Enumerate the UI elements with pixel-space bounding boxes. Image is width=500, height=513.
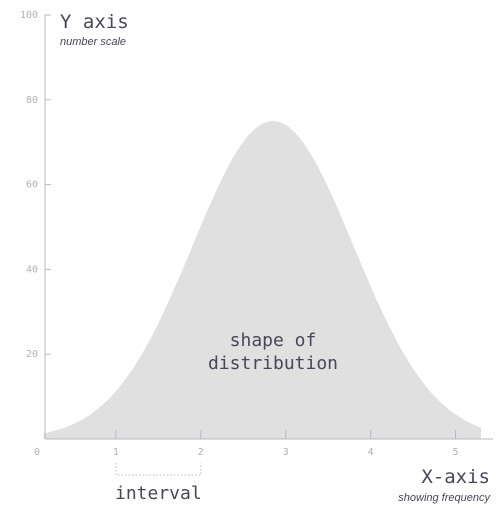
y-tick-label: 100 — [20, 10, 38, 21]
distribution-area — [43, 121, 481, 439]
y-axis-title: Y axis — [60, 11, 129, 33]
interval-label: interval — [115, 483, 202, 504]
annotation-line-1: shape of — [230, 330, 317, 351]
x-axis-title: X-axis — [421, 466, 490, 488]
interval-bracket — [115, 463, 202, 476]
x-tick-label: 1 — [113, 447, 119, 458]
y-tick-label: 80 — [26, 95, 38, 106]
x-axis-subtitle: showing frequency — [398, 492, 491, 504]
x-tick-label: 2 — [198, 447, 204, 458]
x-tick-label: 3 — [283, 447, 289, 458]
x-tick-label: 0 — [34, 447, 40, 458]
y-tick-label: 60 — [26, 180, 38, 191]
y-tick-label: 20 — [26, 349, 38, 360]
x-tick-label: 5 — [453, 447, 459, 458]
x-axis-ticks: 0 1 2 3 4 5 — [34, 430, 459, 458]
annotation-line-2: distribution — [208, 353, 338, 374]
x-tick-label: 4 — [368, 447, 374, 458]
y-axis-ticks: 20 40 60 80 100 — [20, 10, 51, 360]
y-tick-label: 40 — [26, 264, 38, 275]
y-axis-subtitle: number scale — [60, 36, 126, 48]
